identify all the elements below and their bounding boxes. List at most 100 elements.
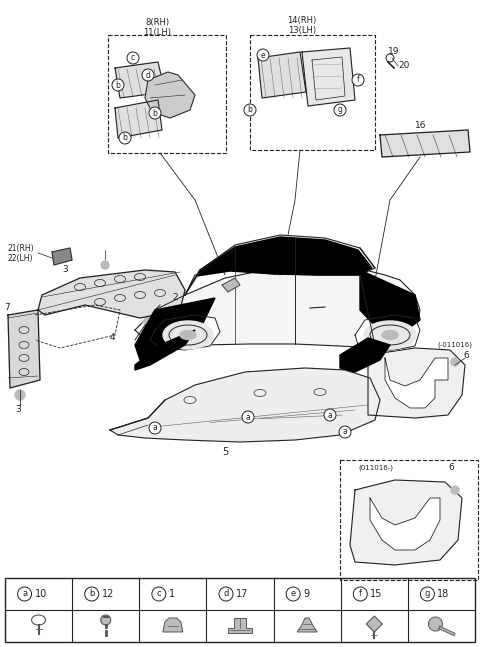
Circle shape	[242, 411, 254, 423]
Text: 2: 2	[172, 294, 178, 303]
Bar	[340, 460, 478, 580]
Bar	[5, 578, 475, 642]
Text: (011016-): (011016-)	[358, 465, 393, 471]
Circle shape	[219, 587, 233, 601]
Circle shape	[420, 587, 434, 601]
Text: 7: 7	[4, 303, 10, 313]
Wedge shape	[143, 317, 157, 325]
Polygon shape	[355, 315, 420, 350]
Text: g: g	[337, 105, 342, 115]
Polygon shape	[366, 616, 382, 632]
Polygon shape	[150, 315, 220, 350]
Text: 12: 12	[102, 589, 114, 599]
Text: 1: 1	[169, 589, 175, 599]
Circle shape	[149, 422, 161, 434]
Text: 5: 5	[222, 447, 228, 457]
Polygon shape	[360, 270, 420, 342]
Text: 18: 18	[437, 589, 450, 599]
Text: a: a	[328, 410, 332, 419]
Text: a: a	[343, 428, 348, 437]
Text: 21(RH): 21(RH)	[8, 243, 35, 252]
Text: c: c	[156, 589, 161, 598]
Text: 3: 3	[62, 265, 68, 274]
Text: b: b	[153, 109, 157, 118]
Text: b: b	[89, 589, 95, 598]
Circle shape	[334, 104, 346, 116]
Text: 6: 6	[448, 463, 454, 472]
Circle shape	[257, 49, 269, 61]
Ellipse shape	[101, 615, 111, 625]
Polygon shape	[370, 498, 440, 550]
Text: b: b	[116, 80, 120, 89]
Polygon shape	[110, 368, 380, 442]
Circle shape	[429, 617, 443, 631]
Text: 10: 10	[35, 589, 47, 599]
Polygon shape	[135, 268, 420, 348]
Polygon shape	[145, 72, 195, 118]
Circle shape	[149, 107, 161, 119]
Polygon shape	[297, 618, 317, 632]
Text: 13(LH): 13(LH)	[288, 27, 316, 36]
Polygon shape	[115, 62, 165, 98]
Ellipse shape	[382, 331, 398, 340]
Text: c: c	[131, 54, 135, 63]
Ellipse shape	[364, 321, 416, 349]
Polygon shape	[163, 618, 183, 632]
Circle shape	[324, 409, 336, 421]
Polygon shape	[197, 237, 372, 276]
Circle shape	[353, 587, 367, 601]
Circle shape	[112, 79, 124, 91]
Polygon shape	[368, 348, 465, 418]
Circle shape	[451, 358, 459, 366]
Text: 19: 19	[388, 47, 399, 56]
Polygon shape	[135, 330, 195, 370]
Text: 22(LH): 22(LH)	[8, 254, 34, 263]
Text: a: a	[22, 589, 27, 598]
Ellipse shape	[163, 321, 213, 349]
Text: 4: 4	[110, 333, 116, 342]
Polygon shape	[302, 48, 355, 106]
Circle shape	[244, 104, 256, 116]
Text: 9: 9	[303, 589, 309, 599]
Bar	[108, 35, 226, 153]
Text: d: d	[223, 589, 228, 598]
Text: b: b	[248, 105, 252, 115]
Text: 20: 20	[398, 61, 409, 69]
Circle shape	[84, 587, 99, 601]
Circle shape	[18, 587, 32, 601]
Text: (-011016): (-011016)	[437, 342, 472, 348]
Circle shape	[101, 261, 109, 269]
Polygon shape	[340, 338, 390, 372]
Circle shape	[127, 52, 139, 64]
Polygon shape	[222, 278, 240, 292]
Circle shape	[142, 69, 154, 81]
Bar	[250, 35, 375, 150]
Polygon shape	[52, 248, 72, 265]
Text: b: b	[122, 133, 127, 142]
Text: 8(RH): 8(RH)	[145, 17, 169, 27]
Circle shape	[152, 587, 166, 601]
Text: 11(LH): 11(LH)	[143, 28, 171, 38]
Ellipse shape	[180, 331, 196, 340]
Text: 3: 3	[15, 406, 21, 415]
Polygon shape	[135, 298, 215, 360]
Text: 17: 17	[236, 589, 248, 599]
Circle shape	[451, 486, 459, 494]
Text: a: a	[246, 413, 251, 421]
Circle shape	[15, 390, 25, 400]
Text: d: d	[145, 71, 150, 80]
Text: f: f	[357, 76, 360, 85]
Text: 15: 15	[370, 589, 383, 599]
Circle shape	[352, 74, 364, 86]
Text: g: g	[425, 589, 430, 598]
Polygon shape	[258, 52, 306, 98]
Text: f: f	[359, 589, 362, 598]
Text: 16: 16	[415, 120, 427, 129]
Polygon shape	[228, 618, 252, 633]
Polygon shape	[38, 270, 185, 318]
Polygon shape	[185, 235, 375, 295]
Polygon shape	[8, 310, 40, 388]
Ellipse shape	[32, 615, 46, 625]
Circle shape	[119, 132, 131, 144]
Polygon shape	[380, 130, 470, 157]
